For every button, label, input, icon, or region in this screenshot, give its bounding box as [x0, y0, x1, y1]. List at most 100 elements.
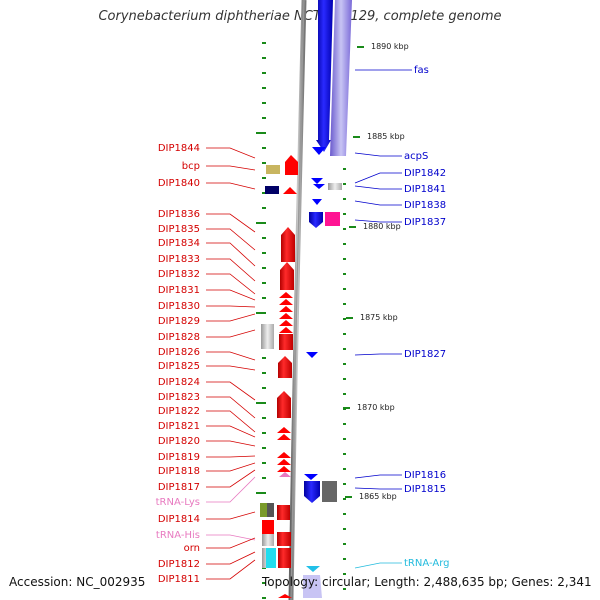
- tick-mark: [262, 42, 266, 44]
- tick-mark: [262, 132, 266, 134]
- scale-label-1890-kbp: 1890 kbp: [371, 42, 409, 51]
- gene-acps: [312, 147, 326, 155]
- tick-mark: [343, 468, 346, 470]
- gene-dip1816: [304, 474, 318, 480]
- gene-dip1814-b: [262, 520, 274, 534]
- tick-mark: [343, 213, 346, 215]
- label-dip1811: DIP1811: [158, 574, 200, 585]
- label-dip1815: DIP1815: [404, 484, 446, 495]
- label-dip1832: DIP1832: [158, 269, 200, 280]
- tick-mark: [262, 477, 266, 479]
- label-dip1812: DIP1812: [158, 559, 200, 570]
- connector-dip1815: [354, 487, 402, 490]
- tick-mark: [343, 318, 346, 320]
- connector-dip1836: [206, 213, 256, 233]
- gene-gray-small: [328, 183, 342, 190]
- tick-mark: [262, 447, 266, 449]
- connector-dip1827: [354, 353, 402, 356]
- tick-mark: [343, 228, 346, 230]
- gene-small-cds: [279, 292, 293, 298]
- scale-label-1870-kbp: 1870 kbp: [357, 403, 395, 412]
- connector-dip1818: [206, 462, 256, 472]
- gene-dip1828: [279, 334, 293, 350]
- gene-trna-arg: [306, 566, 320, 572]
- gene-dark: [267, 503, 274, 517]
- tick-mark: [343, 168, 346, 170]
- gene-bcp: [266, 165, 280, 174]
- tick-mark: [343, 333, 346, 335]
- label-dip1817: DIP1817: [158, 482, 200, 493]
- label-dip1837: DIP1837: [404, 217, 446, 228]
- connector-dip1844: [206, 147, 256, 159]
- major-tick-mark: [256, 132, 263, 134]
- gene-cyan: [266, 548, 276, 568]
- genome-backbone: [288, 0, 307, 600]
- label-dip1818: DIP1818: [158, 466, 200, 477]
- tick-mark: [343, 438, 346, 440]
- tick-mark: [343, 198, 346, 200]
- gene-dip1827: [306, 352, 318, 358]
- label-dip1816: DIP1816: [404, 470, 446, 481]
- tick-mark: [262, 492, 266, 494]
- label-dip1844: DIP1844: [158, 143, 200, 154]
- scale-label-1865-kbp: 1865 kbp: [359, 492, 397, 501]
- tick-mark: [262, 267, 266, 269]
- gene-lavender: [330, 0, 352, 156]
- gene-dip1844: [285, 155, 298, 168]
- tick-mark: [262, 207, 266, 209]
- gene-fas: [316, 0, 333, 152]
- label-trna-his: tRNA-His: [156, 530, 200, 541]
- connector-dip1841: [354, 185, 402, 190]
- tick-mark: [343, 528, 346, 530]
- label-dip1830: DIP1830: [158, 301, 200, 312]
- tick-mark: [262, 222, 266, 224]
- label-dip1829: DIP1829: [158, 316, 200, 327]
- major-tick-mark: [256, 312, 263, 314]
- gene-dip1833: [280, 262, 294, 290]
- connector-dip1829: [206, 313, 256, 322]
- label-dip1823: DIP1823: [158, 392, 200, 403]
- major-tick-mark: [349, 226, 356, 228]
- gene-dip1829: [261, 324, 274, 349]
- label-dip1828: DIP1828: [158, 332, 200, 343]
- gene-small-cds: [277, 466, 291, 472]
- connector-dip1831: [206, 289, 256, 301]
- major-tick-mark: [357, 46, 364, 48]
- connector-dip1819: [206, 455, 256, 458]
- scale-label-1875-kbp: 1875 kbp: [360, 313, 398, 322]
- label-trna-arg: tRNA-Arg: [404, 558, 449, 569]
- connector-dip1830: [206, 305, 256, 308]
- tick-mark: [343, 243, 346, 245]
- tick-mark: [262, 192, 266, 194]
- tick-mark: [343, 453, 346, 455]
- label-orn: orn: [184, 543, 200, 554]
- scale-label-1885-kbp: 1885 kbp: [367, 132, 405, 141]
- tick-mark: [343, 273, 346, 275]
- gene-dip1844-b: [285, 168, 298, 175]
- tick-mark: [262, 582, 266, 584]
- label-fas: fas: [414, 65, 429, 76]
- label-dip1833: DIP1833: [158, 254, 200, 265]
- connector-dip1823: [206, 396, 256, 419]
- gene-lavender-bottom: [303, 575, 322, 598]
- major-tick-mark: [256, 492, 263, 494]
- gene-small-cds: [277, 434, 291, 440]
- tick-mark: [262, 357, 266, 359]
- major-tick-mark: [343, 407, 350, 409]
- tick-mark: [262, 177, 266, 179]
- label-dip1841: DIP1841: [404, 184, 446, 195]
- gene-small-cds: [279, 313, 293, 319]
- tick-mark: [343, 303, 346, 305]
- gene-dip1815: [304, 481, 320, 503]
- tick-mark: [343, 258, 346, 260]
- tick-mark: [343, 498, 346, 500]
- connector-dip1835: [206, 228, 256, 251]
- gene-small-cds: [277, 459, 291, 465]
- tick-mark: [343, 573, 346, 575]
- gene-small-cds: [279, 320, 293, 326]
- gene-dip1837-a: [309, 212, 323, 228]
- gene-dark-gray: [322, 481, 337, 502]
- accession-text: Accession: NC_002935: [9, 575, 146, 589]
- gene-bottom: [278, 594, 292, 598]
